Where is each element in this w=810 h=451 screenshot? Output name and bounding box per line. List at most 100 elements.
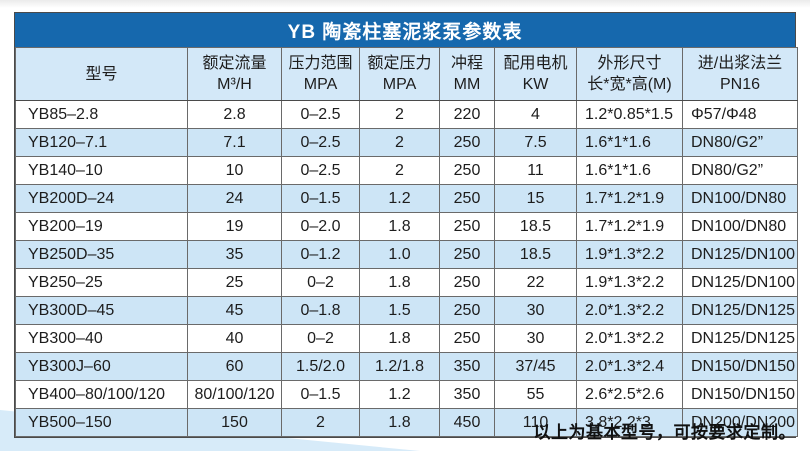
value-cell: 0–2.0: [281, 212, 360, 241]
value-cell: 2.0*1.3*2.2: [576, 296, 683, 325]
value-cell: 0–1.8: [281, 296, 360, 325]
table-row: YB250–25 25 0–2 1.8 250 22 1.9*1.3*2.2 DN125/DN…: [15, 268, 798, 297]
value-cell: DN150/DN150: [682, 380, 798, 409]
value-cell: 0–2.5: [281, 100, 360, 129]
value-cell: 1.2: [359, 380, 440, 409]
column-header-name: 额定流量: [202, 55, 267, 72]
value-cell: 37/45: [494, 352, 577, 381]
value-cell: 0–1.5: [281, 380, 360, 409]
value-cell: 250: [439, 128, 495, 157]
value-cell: 80/100/120: [187, 380, 282, 409]
table-row: YB300J–60 60 1.5/2.0 1.2/1.8 350 37/45 2.0*1.3…: [15, 352, 798, 381]
column-header: 压力范围 MPA: [281, 47, 360, 101]
header-row: 型号 额定流量 M³/H 压力范围 MPA 额定压力 MPA 冲程 MM 配用电机 KW 外形尺寸 长*…: [15, 47, 798, 101]
table-row: YB300D–45 45 0–1.8 1.5 250 30 2.0*1.3*2.2 DN125…: [15, 296, 798, 325]
value-cell: 35: [187, 240, 282, 269]
table-body: YB85–2.8 2.8 0–2.5 2 220 4 1.2*0.85*1.5 Φ57/Φ48…: [15, 100, 798, 437]
value-cell: 150: [187, 408, 282, 437]
table-row: YB200D–24 24 0–1.5 1.2 250 15 1.7*1.2*1.9 DN100…: [15, 184, 798, 213]
value-cell: DN100/DN80: [682, 212, 798, 241]
value-cell: 250: [439, 240, 495, 269]
value-cell: 250: [439, 184, 495, 213]
column-header-name: 压力范围: [288, 55, 353, 72]
value-cell: 250: [439, 156, 495, 185]
value-cell: 0–2.5: [281, 156, 360, 185]
value-cell: 2.0*1.3*2.4: [576, 352, 683, 381]
value-cell: 250: [439, 268, 495, 297]
column-header: 外形尺寸长*宽*高(M): [576, 47, 683, 101]
model-cell: YB400–80/100/120: [15, 380, 188, 409]
value-cell: 1.8: [359, 268, 440, 297]
model-cell: YB250–25: [15, 268, 188, 297]
column-header: 额定流量 M³/H: [187, 47, 282, 101]
value-cell: 250: [439, 324, 495, 353]
value-cell: 2: [281, 408, 360, 437]
column-header: 配用电机 KW: [494, 47, 577, 101]
table-row: YB140–10 10 0–2.5 2 250 11 1.6*1*1.6 DN80/G2”: [15, 156, 798, 185]
value-cell: 1.8: [359, 324, 440, 353]
value-cell: 110: [494, 408, 577, 437]
table-row: YB300–40 40 0–2 1.8 250 30 2.0*1.3*2.2 DN125/DN…: [15, 324, 798, 353]
column-header-unit: KW: [522, 76, 549, 93]
value-cell: 19: [187, 212, 282, 241]
table-row: YB85–2.8 2.8 0–2.5 2 220 4 1.2*0.85*1.5 Φ57/Φ48: [15, 100, 798, 129]
value-cell: Φ57/Φ48: [682, 100, 798, 129]
value-cell: 0–2: [281, 268, 360, 297]
value-cell: 1.9*1.3*2.2: [576, 240, 683, 269]
value-cell: 1.2: [359, 184, 440, 213]
table-row: YB200–19 19 0–2.0 1.8 250 18.5 1.7*1.2*1.9 DN10…: [15, 212, 798, 241]
column-header-name: 配用电机: [503, 55, 568, 72]
value-cell: 10: [187, 156, 282, 185]
value-cell: 0–2: [281, 324, 360, 353]
model-cell: YB200–19: [15, 212, 188, 241]
value-cell: 15: [494, 184, 577, 213]
model-cell: YB120–7.1: [15, 128, 188, 157]
value-cell: DN80/G2”: [682, 156, 798, 185]
value-cell: 1.8: [359, 408, 440, 437]
value-cell: DN125/DN100: [682, 268, 798, 297]
value-cell: DN100/DN80: [682, 184, 798, 213]
value-cell: 2.6*2.5*2.6: [576, 380, 683, 409]
value-cell: 1.0: [359, 240, 440, 269]
footnote-text: 以上为基本型号，可按要求定制。: [533, 423, 796, 442]
value-cell: DN200/DN200: [682, 408, 798, 437]
table-title: YB 陶瓷柱塞泥浆泵参数表: [15, 13, 795, 47]
value-cell: 25: [187, 268, 282, 297]
value-cell: 7.1: [187, 128, 282, 157]
table-row: YB400–80/100/120 80/100/120 0–1.5 1.2 350 55 2…: [15, 380, 798, 409]
value-cell: 1.2*0.85*1.5: [576, 100, 683, 129]
value-cell: 45: [187, 296, 282, 325]
value-cell: 0–2.5: [281, 128, 360, 157]
model-cell: YB200D–24: [15, 184, 188, 213]
model-cell: YB500–150: [15, 408, 188, 437]
column-header-name: 外形尺寸: [597, 55, 662, 72]
column-header: 冲程 MM: [439, 47, 495, 101]
model-cell: YB300–40: [15, 324, 188, 353]
value-cell: 2.0*1.3*2.2: [576, 324, 683, 353]
value-cell: 1.6*1*1.6: [576, 128, 683, 157]
value-cell: 2: [359, 100, 440, 129]
model-cell: YB250D–35: [15, 240, 188, 269]
model-cell: YB300D–45: [15, 296, 188, 325]
column-header-unit: M³/H: [217, 76, 252, 93]
value-cell: 1.9*1.3*2.2: [576, 268, 683, 297]
value-cell: 18.5: [494, 240, 577, 269]
model-cell: YB85–2.8: [15, 100, 188, 129]
parameter-grid: 型号 额定流量 M³/H 压力范围 MPA 额定压力 MPA 冲程 MM 配用电机 KW 外形尺寸 长*…: [15, 47, 798, 437]
value-cell: 60: [187, 352, 282, 381]
column-header: 进/出浆法兰 PN16: [682, 47, 798, 101]
value-cell: 22: [494, 268, 577, 297]
value-cell: 250: [439, 296, 495, 325]
value-cell: 18.5: [494, 212, 577, 241]
table-row: YB500–150 150 2 1.8 450 110 3.8*2.2*3 DN200/DN2…: [15, 408, 798, 437]
column-header-unit: 长*宽*高(M): [587, 76, 672, 93]
value-cell: 0–1.5: [281, 184, 360, 213]
value-cell: 1.6*1*1.6: [576, 156, 683, 185]
pump-parameter-table: YB 陶瓷柱塞泥浆泵参数表 型号 额定流量 M³/H 压力范围 MPA 额定压力 MPA 冲程…: [14, 12, 798, 438]
value-cell: DN125/DN125: [682, 324, 798, 353]
value-cell: 55: [494, 380, 577, 409]
value-cell: 450: [439, 408, 495, 437]
value-cell: 30: [494, 324, 577, 353]
value-cell: 0–1.2: [281, 240, 360, 269]
value-cell: 1.8: [359, 212, 440, 241]
